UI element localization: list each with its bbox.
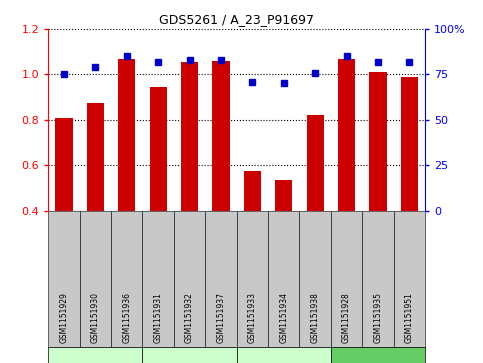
- Bar: [237, 211, 268, 347]
- Title: GDS5261 / A_23_P91697: GDS5261 / A_23_P91697: [159, 13, 314, 26]
- Bar: [142, 211, 174, 347]
- Bar: [150, 87, 167, 211]
- Bar: [275, 180, 292, 211]
- Text: GSM1151930: GSM1151930: [91, 292, 100, 343]
- Bar: [338, 58, 355, 211]
- Text: GSM1151928: GSM1151928: [342, 292, 351, 343]
- Bar: [331, 347, 425, 363]
- Bar: [111, 211, 142, 347]
- Text: GSM1151935: GSM1151935: [373, 292, 383, 343]
- Bar: [181, 62, 198, 211]
- Bar: [401, 77, 418, 211]
- Bar: [174, 211, 205, 347]
- Bar: [213, 61, 229, 211]
- Text: GSM1151937: GSM1151937: [216, 292, 226, 343]
- Bar: [394, 211, 425, 347]
- Bar: [48, 211, 80, 347]
- Text: GSM1151951: GSM1151951: [405, 292, 414, 343]
- Bar: [331, 211, 362, 347]
- Text: GSM1151932: GSM1151932: [185, 292, 194, 343]
- Bar: [299, 211, 331, 347]
- Bar: [369, 72, 386, 211]
- Bar: [237, 347, 331, 363]
- Bar: [118, 58, 135, 211]
- Bar: [268, 211, 299, 347]
- Bar: [362, 211, 394, 347]
- Text: GSM1151933: GSM1151933: [248, 292, 257, 343]
- Text: GSM1151938: GSM1151938: [311, 292, 320, 343]
- Bar: [142, 347, 237, 363]
- Bar: [87, 103, 104, 211]
- Bar: [56, 118, 72, 211]
- Text: GSM1151929: GSM1151929: [59, 292, 69, 343]
- Text: GSM1151934: GSM1151934: [279, 292, 288, 343]
- Text: GSM1151931: GSM1151931: [154, 292, 163, 343]
- Bar: [205, 211, 237, 347]
- Bar: [48, 347, 142, 363]
- Bar: [307, 115, 324, 211]
- Bar: [80, 211, 111, 347]
- Bar: [244, 171, 261, 211]
- Text: GSM1151936: GSM1151936: [122, 292, 131, 343]
